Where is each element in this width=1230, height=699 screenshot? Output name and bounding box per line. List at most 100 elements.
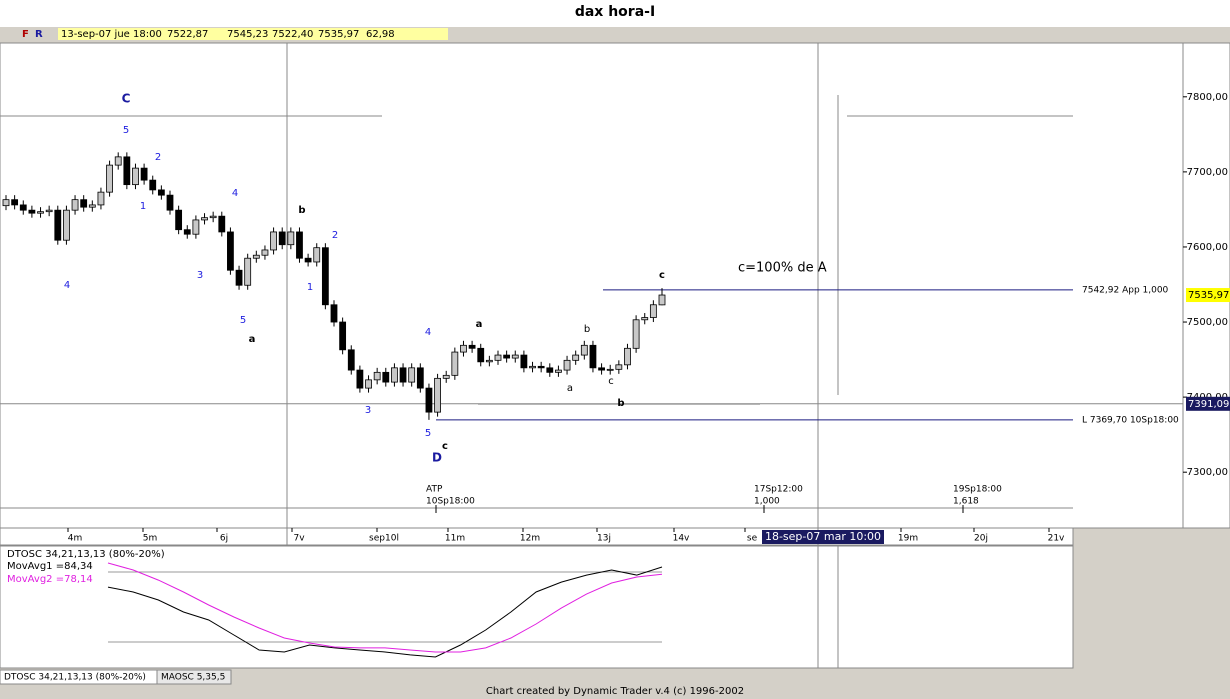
footer: Chart created by Dynamic Trader v.4 (c) … <box>486 686 744 697</box>
candle-body <box>313 247 321 263</box>
x-tick-label: 6j <box>220 534 228 544</box>
tab-inactive[interactable] <box>156 669 232 685</box>
price-badge <box>1186 396 1230 411</box>
wave-label: 3 <box>197 270 203 281</box>
candle-body <box>658 294 666 306</box>
cursor-time-badge <box>762 530 884 544</box>
tab[interactable]: DTOSC 34,21,13,13 (80%-20%) <box>4 673 146 683</box>
y-tick-label: 7600,00 <box>1187 242 1228 253</box>
candle-body <box>624 347 631 366</box>
wave-label: c <box>442 441 448 452</box>
main-pane <box>0 42 1184 529</box>
candle-body <box>589 344 597 369</box>
candle-body <box>80 199 88 208</box>
x-tick-label: 4m <box>68 534 83 544</box>
x-tick-label: 21v <box>1048 534 1065 544</box>
info-high: 7545,23 <box>227 29 268 40</box>
candle-body <box>520 354 528 369</box>
wave-label: 4 <box>64 280 70 291</box>
wave-label: 1 <box>140 201 146 212</box>
wave-label: D <box>432 451 442 465</box>
candle-body <box>460 344 467 353</box>
candle-body <box>175 209 183 231</box>
wave-label: a <box>567 383 573 394</box>
price-line-label: 7542,92 App 1,000 <box>1082 285 1169 295</box>
info-open: 7522,87 <box>167 29 208 40</box>
wave-label: b <box>298 205 305 216</box>
candle-body <box>278 231 286 246</box>
wave-label: c <box>608 376 614 387</box>
wave-label: 2 <box>155 152 161 163</box>
osc-line <box>107 562 663 653</box>
candle-body <box>209 215 217 219</box>
candle-body <box>580 344 588 356</box>
candle-body <box>321 247 329 306</box>
price-line-label: L 7369,70 10Sp18:00 <box>1082 415 1179 425</box>
wave-label: 5 <box>240 315 246 326</box>
time-target-label: 17Sp12:00 <box>754 485 803 495</box>
candle-body <box>442 374 450 379</box>
window-title: dax hora-I <box>575 4 655 20</box>
wave-label: 3 <box>365 405 371 416</box>
osc-legend: MovAvg2 =78,14 <box>7 574 93 585</box>
candle-body <box>485 359 493 363</box>
wave-label: a <box>476 319 483 330</box>
candle-body <box>97 191 105 206</box>
x-tick-label: 12m <box>520 534 540 544</box>
candle-body <box>598 367 605 371</box>
candle-body <box>382 371 390 383</box>
time-target-value: 1,618 <box>953 497 979 507</box>
time-target-value: 1,000 <box>754 497 780 507</box>
candle-body <box>511 354 519 359</box>
f-button[interactable]: F <box>22 29 29 40</box>
x-tick-label: 20j <box>974 534 988 544</box>
candle-body <box>416 367 424 389</box>
candle-body <box>252 254 260 259</box>
wave-label: c=100% de A <box>738 261 827 276</box>
candle-body <box>45 209 53 213</box>
candle-body <box>641 317 649 321</box>
y-tick-label: 7500,00 <box>1187 317 1228 328</box>
cursor-time: 18-sep-07 mar 10:00 <box>765 530 881 543</box>
candle-body <box>606 368 614 371</box>
y-tick-label: 7300,00 <box>1187 467 1228 478</box>
y-tick-label: 7800,00 <box>1187 92 1228 103</box>
x-tick-label: 14v <box>673 534 690 544</box>
osc-title: DTOSC 34,21,13,13 (80%-20%) <box>7 549 165 560</box>
candle-body <box>218 215 226 233</box>
candle-body <box>330 304 338 323</box>
time-target-value: 10Sp18:00 <box>426 497 475 507</box>
candle-body <box>555 369 562 373</box>
candle-body <box>261 249 269 256</box>
candle-body <box>71 199 79 211</box>
candle-body <box>494 354 502 361</box>
candle-body <box>477 347 485 363</box>
r-button[interactable]: R <box>35 29 43 40</box>
candle-body <box>11 199 19 206</box>
candle-body <box>468 344 476 349</box>
x-tick-label: sep10l <box>369 534 399 544</box>
candle-body <box>2 199 10 207</box>
candle-body <box>373 371 381 381</box>
candle-body <box>546 367 554 373</box>
wave-label: b <box>617 398 624 409</box>
candle-body <box>227 231 234 271</box>
candle-body <box>408 367 416 383</box>
candle-body <box>270 231 277 251</box>
candle-body <box>339 321 347 351</box>
candle-body <box>537 365 545 369</box>
candle-body <box>63 209 70 241</box>
candle-body <box>399 367 407 383</box>
candle-body <box>287 231 295 246</box>
x-tick-label: 19m <box>898 534 918 544</box>
candle-body <box>451 351 459 376</box>
tab[interactable]: MAOSC 5,35,5 <box>161 673 225 683</box>
candle-body <box>425 387 433 413</box>
x-tick-label: 5m <box>143 534 158 544</box>
candle-body <box>503 354 511 359</box>
candle-body <box>88 204 96 208</box>
candle-body <box>106 164 113 193</box>
wave-label: 4 <box>232 188 238 199</box>
candle-body <box>347 349 355 371</box>
